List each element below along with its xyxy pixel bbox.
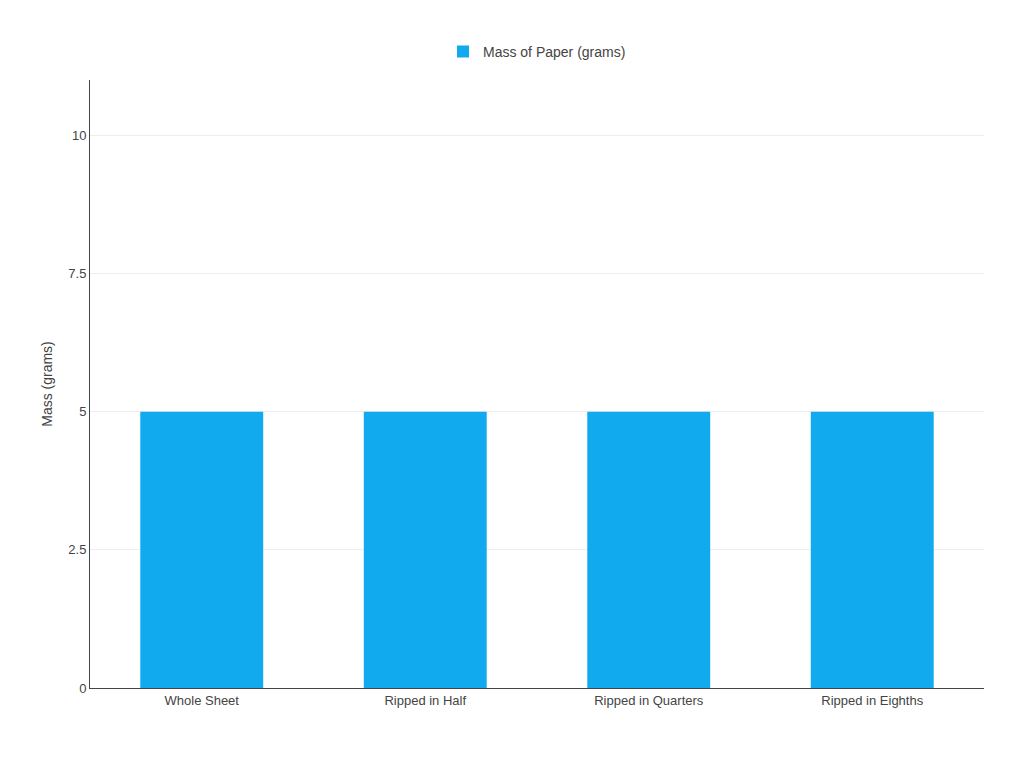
svg-text:2.5: 2.5	[68, 542, 86, 557]
svg-text:Ripped in Eighths: Ripped in Eighths	[821, 693, 923, 708]
svg-text:5: 5	[79, 404, 86, 419]
svg-text:Ripped in Half: Ripped in Half	[384, 693, 466, 708]
svg-text:Whole Sheet: Whole Sheet	[165, 693, 240, 708]
svg-text:0: 0	[79, 681, 86, 696]
svg-text:7.5: 7.5	[68, 266, 86, 281]
svg-text:Mass of Paper (grams): Mass of Paper (grams)	[483, 44, 625, 60]
svg-text:Mass (grams): Mass (grams)	[39, 341, 55, 427]
svg-text:Ripped in Quarters: Ripped in Quarters	[594, 693, 704, 708]
svg-text:10: 10	[72, 128, 86, 143]
